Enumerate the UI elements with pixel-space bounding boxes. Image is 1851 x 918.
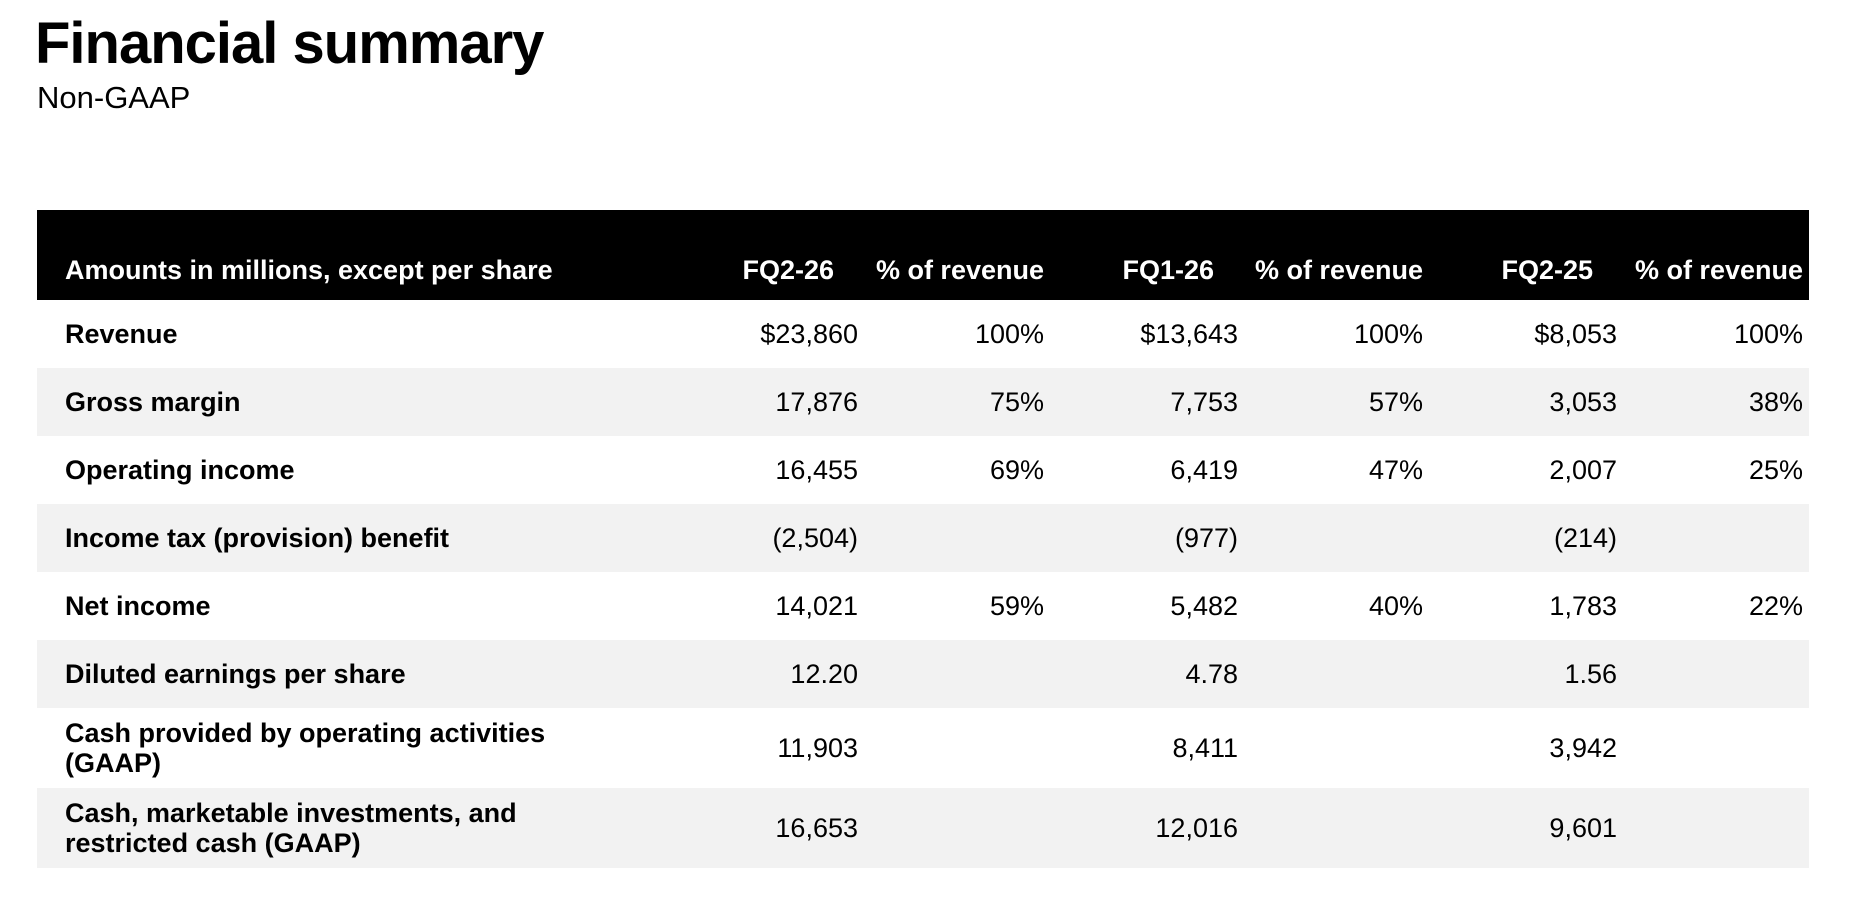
cell-value <box>1623 708 1809 788</box>
table-row-gross-margin: Gross margin 17,876 75% 7,753 57% 3,053 … <box>37 368 1809 436</box>
financial-summary-table: Amounts in millions, except per share FQ… <box>37 210 1809 868</box>
cell-value: 1,783 <box>1549 590 1617 621</box>
cell-value <box>1244 708 1429 788</box>
cell-value: 6,419 <box>1170 454 1238 485</box>
cell-value <box>864 788 1050 868</box>
column-header-pct-revenue-2: % of revenue <box>1244 210 1429 300</box>
cell-value: 11,903 <box>777 732 858 763</box>
row-label: Operating income <box>65 454 295 485</box>
cell-value <box>1244 504 1429 572</box>
cell-value: $8,053 <box>1534 318 1617 349</box>
cell-value: 16,653 <box>677 788 864 868</box>
column-header-pct-revenue-3: % of revenue <box>1623 210 1809 300</box>
cell-value: 12.20 <box>677 640 864 708</box>
cell-value: 3,053 <box>1429 368 1623 436</box>
cell-value <box>1623 640 1809 708</box>
cell-value: 9,601 <box>1429 788 1623 868</box>
column-header-fq2-25: FQ2-25 <box>1429 210 1623 300</box>
cell-value: 17,876 <box>677 368 864 436</box>
cell-value: (977) <box>1050 504 1244 572</box>
table-row-diluted-eps: Diluted earnings per share 12.20 4.78 1.… <box>37 640 1809 708</box>
cell-value: (214) <box>1429 504 1623 572</box>
row-label: Cash, marketable investments, and restri… <box>65 797 517 858</box>
row-label: Income tax (provision) benefit <box>65 522 450 553</box>
cell-value <box>1244 640 1429 708</box>
cell-value: 100% <box>974 318 1044 349</box>
cell-value: 38% <box>1623 368 1809 436</box>
table-row-cash-investments: Cash, marketable investments, and restri… <box>37 788 1809 868</box>
row-label: Gross margin <box>65 386 241 417</box>
cell-value: 25% <box>1748 454 1803 485</box>
table-row-operating-income: Operating income 16,455 69% 6,419 47% 2,… <box>37 436 1809 504</box>
cell-value: $23,860 <box>760 318 858 349</box>
table-row-operating-cash: Cash provided by operating activities (G… <box>37 708 1809 788</box>
cell-value <box>864 708 1050 788</box>
cell-value: 3,942 <box>1549 732 1617 763</box>
row-label: Cash provided by operating activities (G… <box>65 717 546 778</box>
cell-value: 14,021 <box>775 590 858 621</box>
table-row-income-tax: Income tax (provision) benefit (2,504) (… <box>37 504 1809 572</box>
cell-value: 5,482 <box>1170 590 1238 621</box>
cell-value <box>864 504 1050 572</box>
cell-value: 7,753 <box>1050 368 1244 436</box>
cell-value: 57% <box>1244 368 1429 436</box>
cell-value: 59% <box>989 590 1044 621</box>
cell-value: 2,007 <box>1549 454 1617 485</box>
cell-value: 75% <box>864 368 1050 436</box>
cell-value: 16,455 <box>775 454 858 485</box>
cell-value: 100% <box>1353 318 1423 349</box>
cell-value: $13,643 <box>1140 318 1238 349</box>
page-title: Financial summary <box>35 11 544 76</box>
cell-value: 69% <box>989 454 1044 485</box>
table-header-row: Amounts in millions, except per share FQ… <box>37 210 1809 300</box>
cell-value: 12,016 <box>1050 788 1244 868</box>
cell-value: 1.56 <box>1429 640 1623 708</box>
column-header-units: Amounts in millions, except per share <box>37 210 677 300</box>
column-header-pct-revenue-1: % of revenue <box>864 210 1050 300</box>
cell-value: 100% <box>1733 318 1803 349</box>
cell-value: 40% <box>1368 590 1423 621</box>
row-label: Diluted earnings per share <box>65 658 406 689</box>
column-header-fq1-26: FQ1-26 <box>1050 210 1244 300</box>
cell-value: 22% <box>1748 590 1803 621</box>
cell-value: (2,504) <box>677 504 864 572</box>
cell-value: 47% <box>1368 454 1423 485</box>
table-row-net-income: Net income 14,021 59% 5,482 40% 1,783 22… <box>37 572 1809 640</box>
cell-value: 8,411 <box>1172 732 1238 763</box>
cell-value <box>1623 504 1809 572</box>
cell-value <box>1244 788 1429 868</box>
cell-value: 4.78 <box>1050 640 1244 708</box>
cell-value <box>1623 788 1809 868</box>
row-label: Net income <box>65 590 211 621</box>
table-row-revenue: Revenue $23,860 100% $13,643 100% $8,053… <box>37 300 1809 368</box>
page-subtitle: Non-GAAP <box>37 80 191 115</box>
cell-value <box>864 640 1050 708</box>
column-header-fq2-26: FQ2-26 <box>677 210 864 300</box>
row-label: Revenue <box>65 318 178 349</box>
